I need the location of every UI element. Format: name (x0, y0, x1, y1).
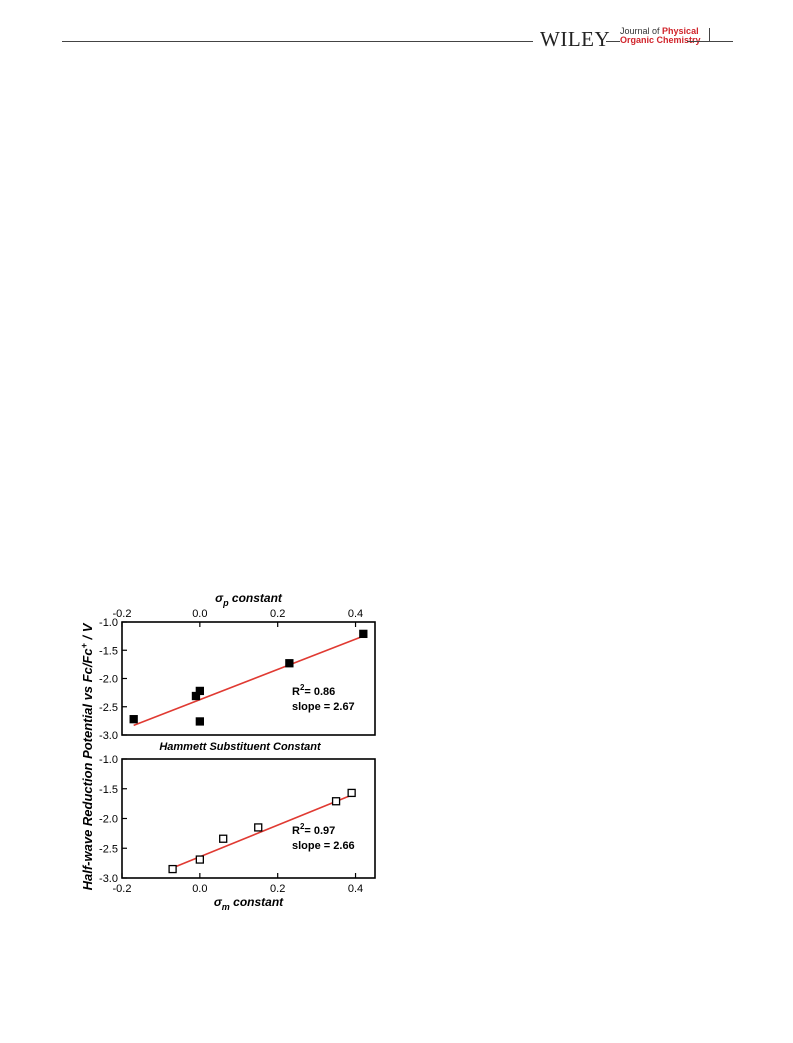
x-axis-text: constant (230, 895, 284, 909)
publisher-logo: WILEY (540, 27, 611, 51)
header-rule-right (687, 41, 733, 42)
y-tick-label: -1.5 (99, 784, 118, 796)
r-squared-prefix: R (292, 825, 300, 837)
shared-ylabel-unit: / V (80, 622, 95, 643)
panel-sigma-p: -1.0 -1.5 -2.0 -2.5 -3.0 -0.2 0.0 0.2 0.4 σp cons… (99, 591, 376, 742)
x-axis-subscript: m (222, 902, 230, 912)
data-point (129, 715, 138, 724)
panel-sigma-m: -1.0 -1.5 -2.0 -2.5 -3.0-0.2 0.0 0.2 0.4 σm cons… (99, 754, 376, 912)
y-tick-label: -2.5 (99, 702, 118, 714)
x-tick-label: -0.2 (113, 608, 132, 620)
journal-line-1-b: Physical (662, 26, 699, 36)
x-tick-label: 0.2 (270, 883, 285, 895)
x-tick-label: -0.2 (113, 883, 132, 895)
x-axis-subscript: p (222, 598, 229, 608)
y-tick-label: -1.0 (99, 617, 118, 629)
journal-line-1-a: Journal of (620, 26, 660, 36)
middle-label: Hammett Substituent Constant (159, 741, 322, 753)
plot-frame (121, 758, 376, 879)
x-tick-label: 0.4 (348, 883, 363, 895)
data-point (347, 788, 356, 798)
slope-annotation: slope = 2.66 (292, 840, 355, 852)
journal-line-2: Organic Chemistry (620, 35, 701, 45)
data-point (195, 717, 204, 726)
shared-ylabel-sup: + (79, 642, 89, 648)
y-tick-label: -2.0 (99, 674, 118, 686)
shared-ylabel: Half-wave Reduction Potential vs Fc/Fc+ … (79, 622, 95, 890)
r-squared-sup: 2 (300, 683, 305, 692)
data-point (219, 834, 228, 843)
x-axis-title: σm constant (214, 895, 284, 912)
x-axis-symbol: σ (214, 895, 223, 909)
x-tick-label: 0.0 (192, 883, 207, 895)
x-axis-text: constant (229, 591, 283, 605)
plot-frame (121, 621, 376, 736)
header-vtick (709, 28, 710, 41)
r-squared-prefix: R (292, 686, 300, 698)
journal-line-1: Journal of Physical (620, 27, 701, 36)
slope-annotation: slope = 2.67 (292, 701, 355, 713)
x-tick-label: 0.0 (192, 608, 207, 620)
r-squared-annotation: R2= 0.86 (292, 683, 335, 698)
data-point (195, 686, 204, 696)
y-tick-label: -2.5 (99, 843, 118, 855)
x-tick-label: 0.4 (348, 608, 363, 620)
r-squared-value: = 0.97 (304, 825, 335, 837)
header-rule (62, 41, 533, 42)
data-point (285, 659, 294, 668)
y-tick-label: -3.0 (99, 873, 118, 885)
data-point (168, 864, 177, 874)
data-point (331, 797, 341, 806)
data-point (195, 855, 204, 864)
journal-name: Journal of Physical Organic Chemistry (620, 27, 701, 45)
y-tick-label: -1.5 (99, 645, 118, 657)
x-axis-title: σp constant (215, 591, 283, 608)
data-point (254, 823, 263, 832)
y-tick-label: -2.0 (99, 814, 118, 826)
r-squared-annotation: R2= 0.97 (292, 822, 335, 837)
x-tick-label: 0.2 (270, 608, 285, 620)
data-point (359, 629, 368, 639)
y-tick-label: -3.0 (99, 730, 118, 742)
journal-rule (606, 41, 620, 42)
r-squared-sup: 2 (300, 822, 305, 831)
fit-line (133, 635, 364, 727)
shared-ylabel-main: Half-wave Reduction Potential vs Fc/Fc (80, 648, 95, 891)
r-squared-value: = 0.86 (304, 686, 335, 698)
y-tick-label: -1.0 (99, 754, 118, 766)
x-axis-symbol: σ (215, 591, 224, 605)
